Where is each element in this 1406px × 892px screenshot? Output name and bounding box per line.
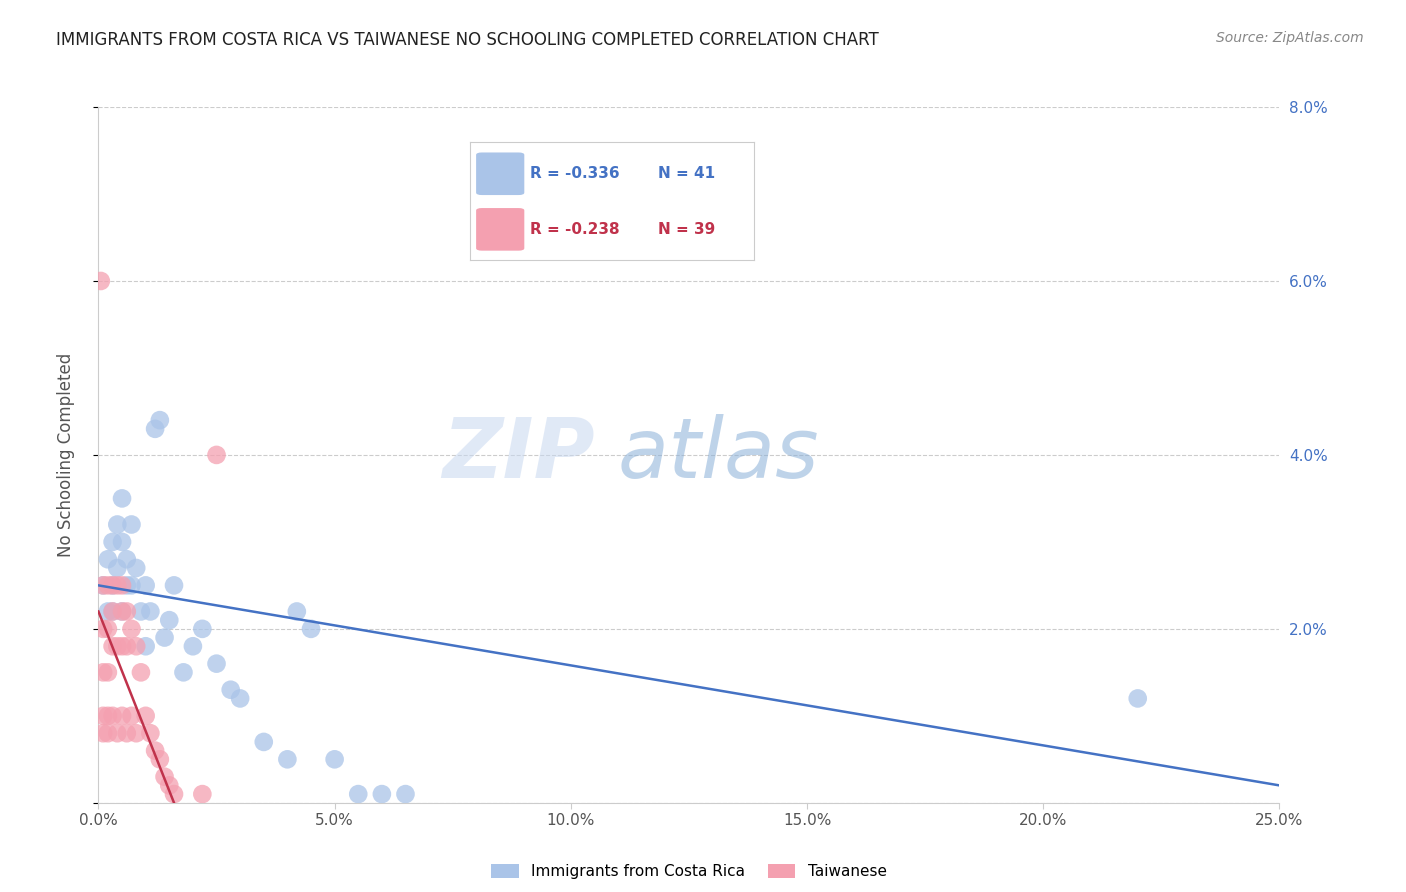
Point [97,622,120,636]
Point [97,665,120,680]
Point [125,639,148,653]
Point [139,726,162,740]
Point [394,787,416,801]
Point [91,578,114,592]
Point [129,605,152,619]
Legend: Immigrants from Costa Rica, Taiwanese: Immigrants from Costa Rica, Taiwanese [485,858,893,886]
Point [115,578,138,592]
Point [105,517,128,532]
Point [101,605,124,619]
Point [157,613,180,627]
Point [149,752,172,766]
Point [157,778,180,792]
Point [1126,691,1149,706]
Point [125,726,148,740]
Point [115,726,138,740]
Point [111,605,134,619]
Point [276,752,298,766]
Point [111,578,134,592]
Point [105,561,128,575]
Point [191,787,214,801]
Point [111,491,134,506]
Point [111,708,134,723]
Point [135,639,157,653]
Point [121,622,143,636]
Text: IMMIGRANTS FROM COSTA RICA VS TAIWANESE NO SCHOOLING COMPLETED CORRELATION CHART: IMMIGRANTS FROM COSTA RICA VS TAIWANESE … [56,31,879,49]
Point [97,605,120,619]
Point [253,735,276,749]
Point [299,622,322,636]
Point [101,578,124,592]
Point [91,708,114,723]
Point [172,665,194,680]
Point [97,578,120,592]
Point [205,657,228,671]
Point [121,708,143,723]
Point [163,787,186,801]
Point [97,726,120,740]
Point [219,682,242,697]
Point [143,744,166,758]
Text: ZIP: ZIP [441,415,595,495]
Point [91,578,114,592]
Point [121,517,143,532]
Point [111,639,134,653]
Point [153,770,176,784]
Point [153,631,176,645]
Point [105,726,128,740]
Point [111,605,134,619]
Point [111,535,134,549]
Point [101,639,124,653]
Point [191,622,214,636]
Point [101,535,124,549]
Point [91,665,114,680]
Text: atlas: atlas [619,415,820,495]
Point [105,578,128,592]
Point [91,622,114,636]
Point [143,422,166,436]
Point [285,605,308,619]
Point [607,204,630,219]
Point [115,605,138,619]
Point [163,578,186,592]
Point [125,561,148,575]
Point [121,578,143,592]
Point [205,448,228,462]
Point [181,639,204,653]
Point [149,413,172,427]
Point [135,708,157,723]
Point [135,578,157,592]
Point [105,639,128,653]
Point [139,605,162,619]
Point [115,639,138,653]
Point [115,552,138,566]
Point [101,605,124,619]
Text: Source: ZipAtlas.com: Source: ZipAtlas.com [1216,31,1364,45]
Point [90,274,112,288]
Point [129,665,152,680]
Point [347,787,370,801]
Point [229,691,252,706]
Point [101,708,124,723]
Point [371,787,394,801]
Point [91,726,114,740]
Point [323,752,346,766]
Point [97,552,120,566]
Point [101,578,124,592]
Y-axis label: No Schooling Completed: No Schooling Completed [56,353,75,557]
Point [97,708,120,723]
